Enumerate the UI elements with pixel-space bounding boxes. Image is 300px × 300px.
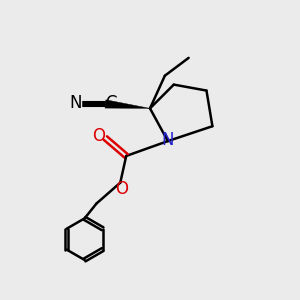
Text: N: N — [162, 130, 174, 148]
Text: N: N — [69, 94, 82, 112]
Polygon shape — [105, 100, 150, 108]
Text: O: O — [92, 127, 105, 145]
Text: C: C — [106, 94, 117, 112]
Text: O: O — [115, 180, 128, 198]
